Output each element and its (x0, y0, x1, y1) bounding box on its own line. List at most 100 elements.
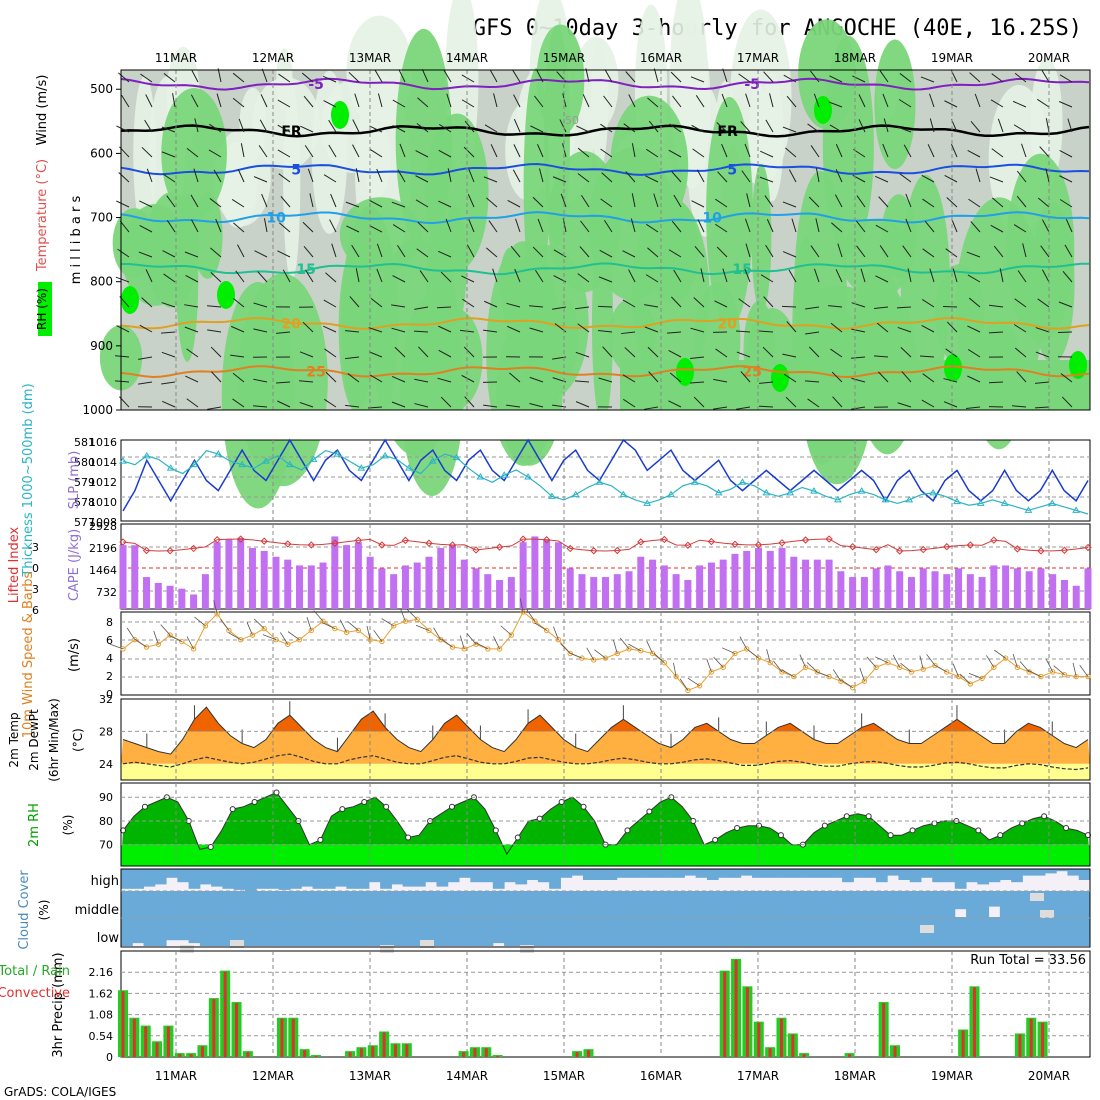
wind-speed-point (355, 627, 362, 634)
wind-barb (191, 69, 199, 83)
wind-barb (1035, 351, 1050, 358)
temperature-axis-label: Temperature (°C) (35, 159, 50, 272)
wind-barb-10m (866, 656, 877, 668)
wind-barb (539, 168, 544, 183)
cloud-middle-bar (380, 891, 392, 917)
wind-barb (329, 219, 337, 233)
wind-barb (647, 97, 659, 108)
cloud-middle-bar (819, 891, 832, 917)
wind-barb (307, 168, 314, 183)
wind-barb (835, 169, 843, 183)
wind-barb (903, 144, 912, 158)
wind-barb-10m (679, 678, 689, 691)
wind-speed-line (122, 611, 1088, 691)
rh2m-point (909, 827, 916, 834)
cloud-middle-bar (549, 891, 561, 917)
wind-barb (690, 327, 705, 333)
wind-barb (398, 69, 406, 83)
wind-barb (118, 172, 130, 183)
wind-speed-point (579, 655, 585, 661)
cloud-low-bar (673, 917, 685, 946)
wind-barb-10m (287, 631, 300, 640)
wind-barb (970, 221, 981, 233)
wind-barb (515, 218, 521, 233)
date-tick-label-top: 11MAR (155, 51, 197, 65)
cloud-middle-bar (481, 891, 494, 917)
wind-barb (489, 69, 498, 83)
wind-barb (671, 220, 682, 233)
cloud-middle-bar (267, 891, 280, 917)
wind-speed-point (543, 627, 550, 634)
cloud-low-bar (244, 917, 257, 946)
wind-barb (438, 149, 452, 158)
wind-barb (877, 371, 889, 383)
temp-line (122, 706, 1089, 755)
cloud-middle-bar (256, 891, 268, 917)
wind-barb (209, 198, 222, 208)
wind-speed-point (449, 644, 456, 650)
wind-speed-point (873, 664, 879, 671)
wind-barb (835, 269, 843, 283)
wind-barb (277, 149, 291, 158)
wind-barb (509, 372, 521, 383)
cape-bar (649, 559, 657, 609)
wind-barb (369, 225, 383, 233)
rh-moist-patch (426, 215, 454, 350)
wind-barb (232, 398, 245, 408)
thickness-point (714, 488, 723, 496)
wind-speed-point (555, 636, 562, 643)
wind-barb (625, 171, 636, 183)
cloud-middle-bar (661, 891, 674, 917)
wind-barb-10m (433, 627, 442, 640)
wind-barb (805, 306, 820, 310)
precip-convective-bar (132, 1018, 136, 1057)
wind-barb (145, 269, 153, 283)
wind-barb (763, 71, 774, 83)
wind-barb (582, 94, 590, 108)
lifted-index-tick-label: 3 (32, 583, 39, 596)
wind-barb (943, 401, 958, 408)
pressure-tick-label: 500 (90, 82, 113, 96)
wind-barb (808, 346, 820, 358)
wind-barb (858, 119, 866, 133)
lifted-index-point (778, 539, 786, 547)
cape-bar (201, 574, 209, 609)
thickness-point (405, 464, 413, 471)
thickness-point (595, 478, 604, 485)
wind-barb (301, 72, 314, 83)
wind-speed-point (708, 669, 715, 675)
lifted-index-point (119, 538, 127, 546)
date-tick-label-top: 13MAR (349, 51, 391, 65)
cape-bar (307, 565, 315, 609)
wind-barb (1014, 347, 1027, 358)
wind-barb (190, 194, 199, 208)
wind-speed-point (955, 673, 962, 680)
wind-barb (185, 375, 199, 383)
precip-convective-bar (382, 1032, 386, 1057)
wind-barb (722, 68, 728, 83)
wind-barb (166, 195, 176, 208)
wind-barb (874, 306, 889, 310)
wind-barb (445, 218, 452, 233)
rh-moist-patch (706, 97, 753, 328)
cloud-high-bar (740, 869, 753, 876)
wind-barb (740, 371, 751, 383)
wind-barb (231, 199, 245, 208)
cloud-low-bar (335, 917, 347, 946)
lifted-index-point (801, 536, 810, 544)
cloud-low-bar (481, 917, 494, 946)
cloud-high-bar (323, 869, 336, 889)
wind-barb (263, 218, 268, 233)
cloud-high-bar (751, 869, 764, 878)
wind-barb (598, 377, 613, 383)
cloud-low-bar (616, 917, 629, 946)
thickness-point (190, 460, 199, 468)
wind-barb (759, 381, 774, 384)
thickness-point (857, 487, 866, 494)
wind-barb (835, 143, 843, 158)
cloud-high-bar (954, 869, 967, 889)
rh-dry-patch (346, 15, 413, 127)
wind-barb (115, 276, 130, 283)
cape-bar (731, 553, 739, 609)
wind-barb (577, 273, 590, 283)
